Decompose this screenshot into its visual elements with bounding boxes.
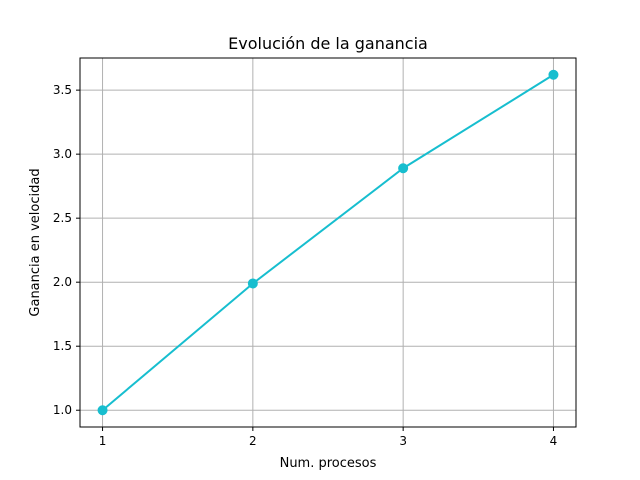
data-point-marker — [548, 69, 559, 80]
plot-area-frame — [79, 57, 577, 428]
y-tick-label: 3.5 — [53, 83, 72, 97]
x-tick-label: 3 — [399, 434, 407, 448]
x-tick-label: 2 — [249, 434, 257, 448]
data-point-marker — [398, 163, 409, 174]
data-point-marker — [97, 405, 108, 416]
y-tick-label: 1.0 — [53, 403, 72, 417]
chart-title: Evolución de la ganancia — [228, 34, 428, 53]
x-axis-label: Num. procesos — [280, 456, 377, 471]
x-tick-label: 4 — [550, 434, 558, 448]
y-tick-label: 1.5 — [53, 339, 72, 353]
y-tick-label: 3.0 — [53, 147, 72, 161]
series-layer — [97, 69, 559, 416]
series-line — [101, 73, 554, 411]
y-tick-label: 2.5 — [53, 211, 72, 225]
y-axis-label: Ganancia en velocidad — [28, 168, 43, 316]
grid — [80, 58, 576, 427]
x-tick-label: 1 — [99, 434, 107, 448]
data-point-marker — [247, 278, 258, 289]
y-tick-label: 2.0 — [53, 275, 72, 289]
ticks: 1 2 3 4 1.0 1.5 2.0 2.5 3.0 3.5 — [53, 83, 557, 448]
